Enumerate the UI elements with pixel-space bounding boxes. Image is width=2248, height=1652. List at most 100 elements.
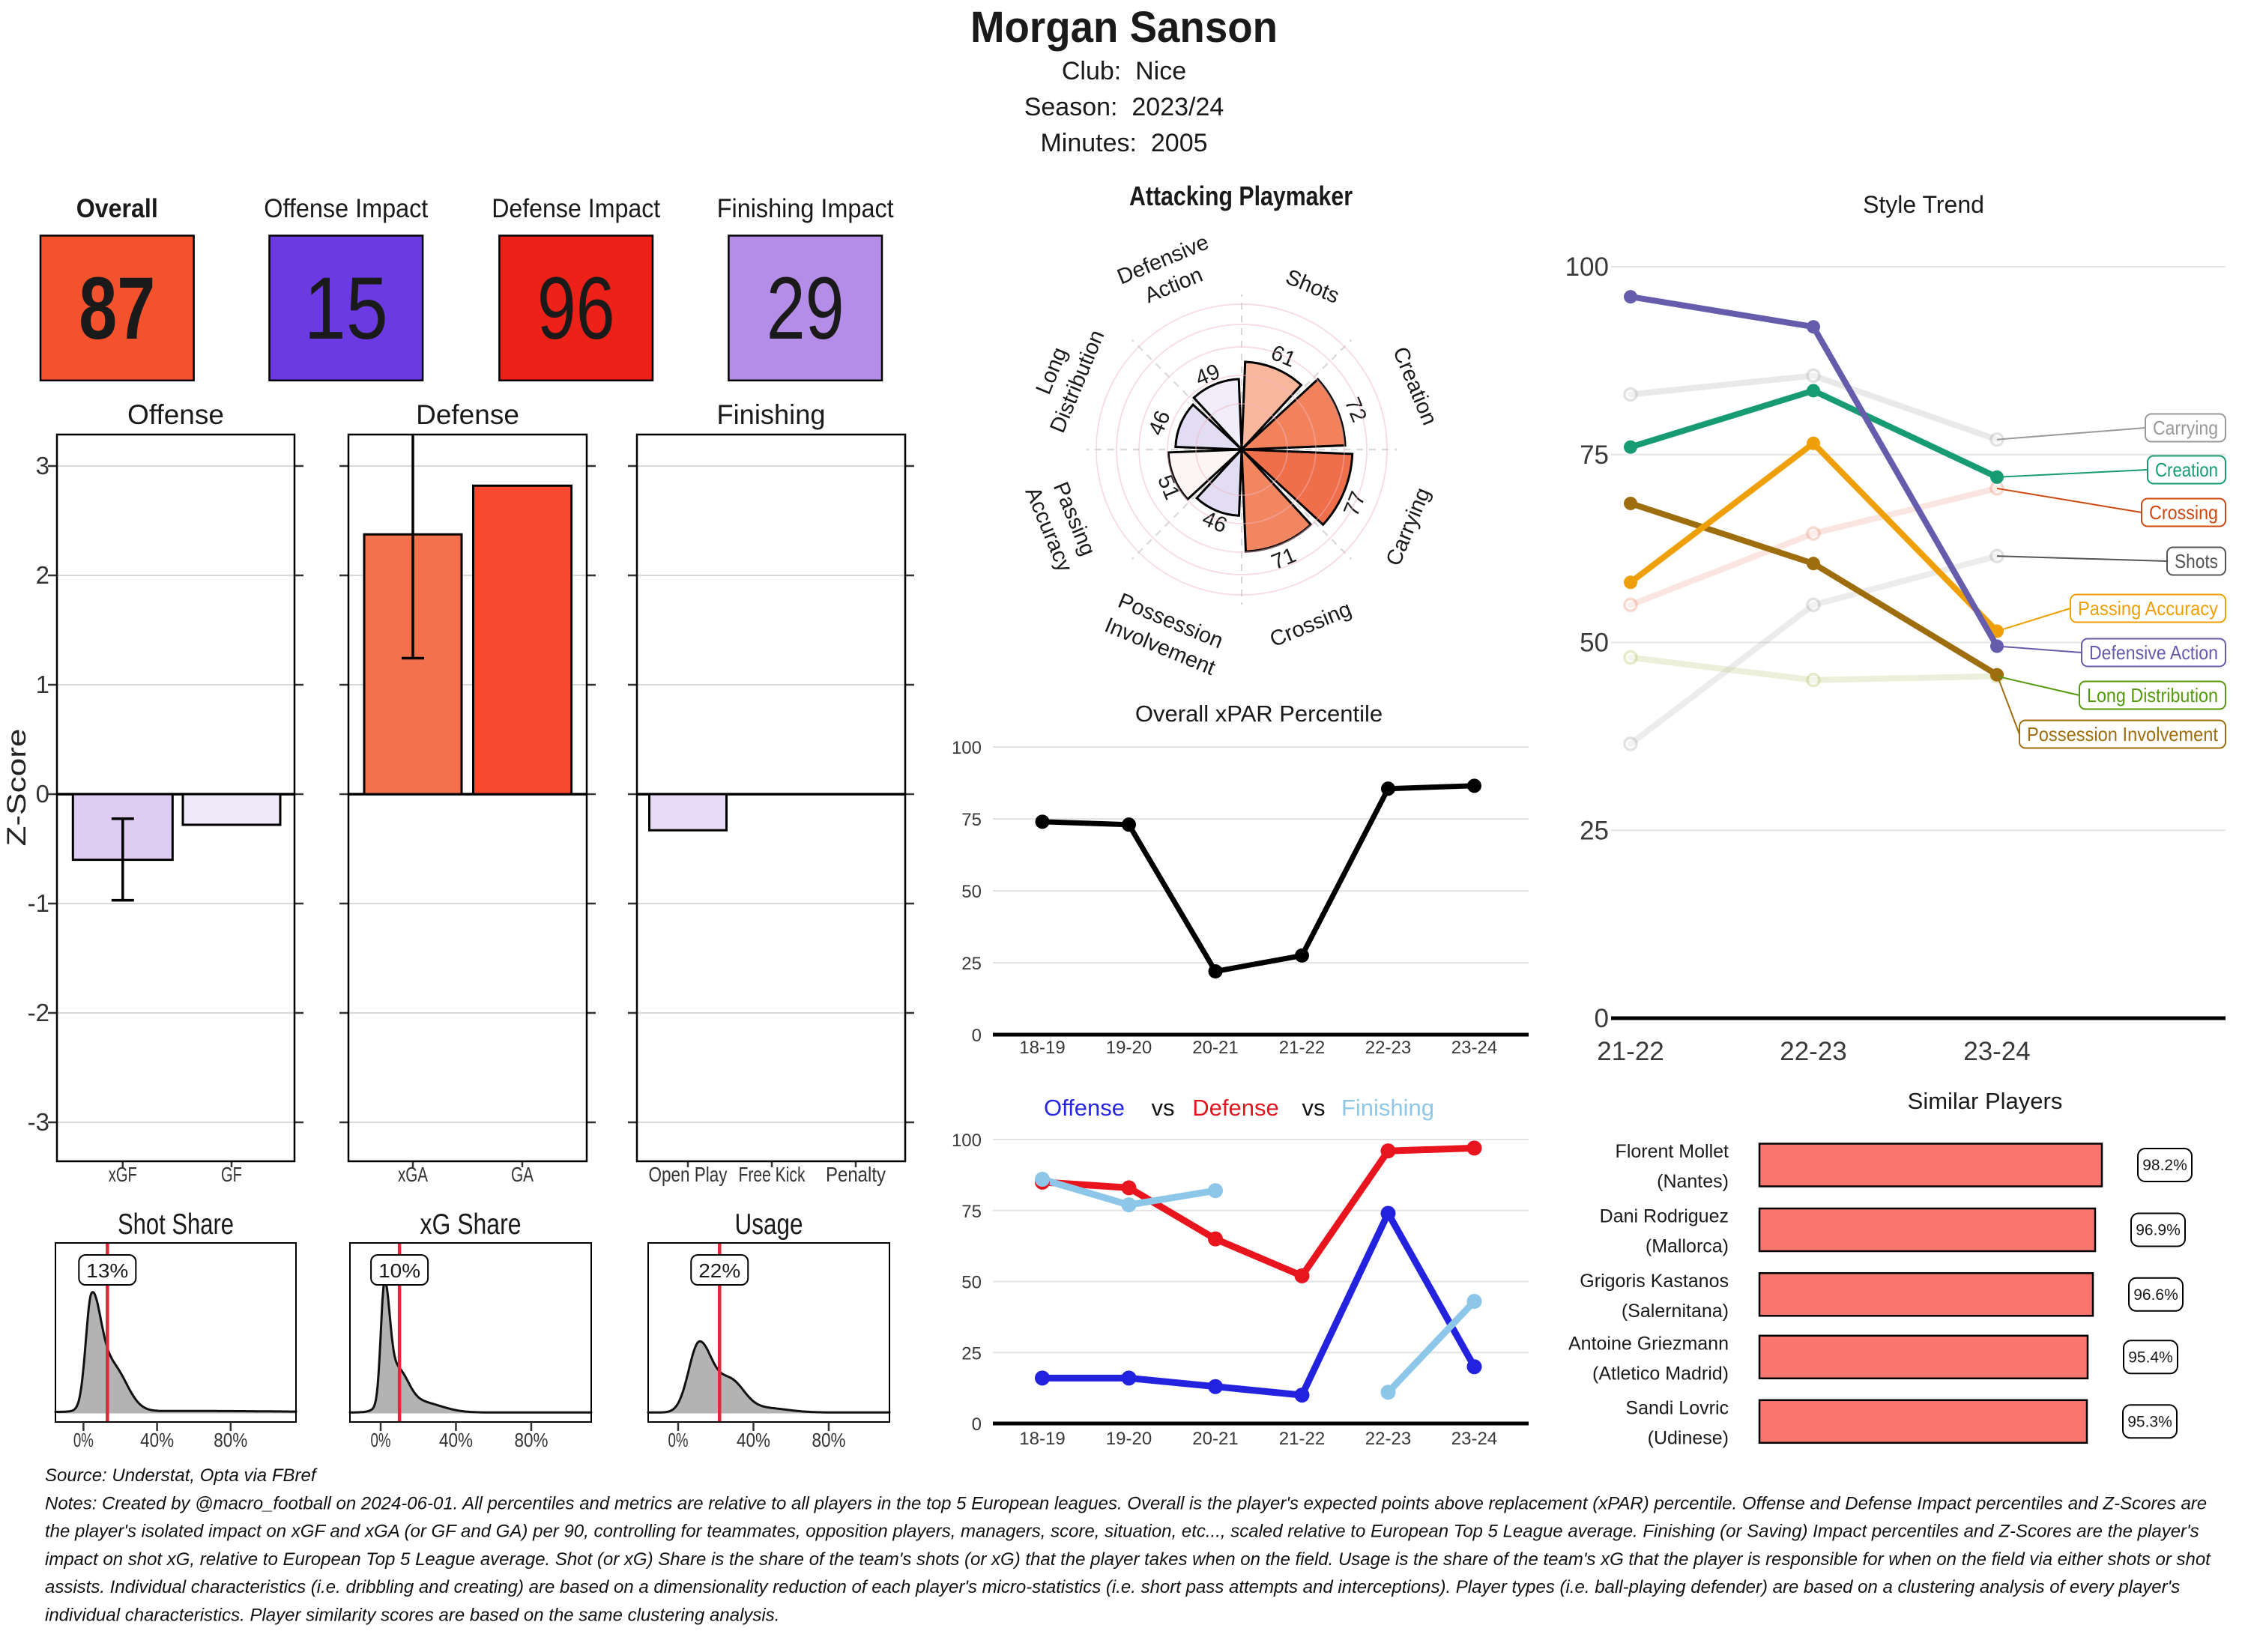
svg-text:40%: 40% xyxy=(140,1429,174,1451)
svg-text:Defense: Defense xyxy=(416,399,519,430)
svg-text:25: 25 xyxy=(961,954,982,974)
svg-text:96: 96 xyxy=(537,259,615,358)
svg-text:Season: 2023/24: Season: 2023/24 xyxy=(1024,93,1224,121)
svg-text:Possession Involvement: Possession Involvement xyxy=(2027,723,2219,745)
svg-text:96.9%: 96.9% xyxy=(2136,1222,2181,1239)
svg-text:Finishing: Finishing xyxy=(1341,1095,1434,1121)
svg-text:19-20: 19-20 xyxy=(1106,1429,1152,1449)
svg-text:98.2%: 98.2% xyxy=(2142,1157,2187,1174)
svg-text:75: 75 xyxy=(961,1202,982,1222)
svg-text:Finishing: Finishing xyxy=(717,399,826,430)
svg-text:25: 25 xyxy=(961,1343,982,1364)
svg-text:23-24: 23-24 xyxy=(1451,1038,1497,1058)
svg-text:Shot Share: Shot Share xyxy=(118,1208,234,1241)
svg-text:22-23: 22-23 xyxy=(1365,1038,1411,1058)
svg-text:22-23: 22-23 xyxy=(1365,1429,1411,1449)
svg-text:21-22: 21-22 xyxy=(1597,1037,1664,1066)
svg-text:20-21: 20-21 xyxy=(1192,1429,1238,1449)
svg-text:xGA: xGA xyxy=(398,1163,428,1186)
svg-text:Creation: Creation xyxy=(2155,459,2218,481)
svg-text:Dani Rodriguez: Dani Rodriguez xyxy=(1600,1206,1729,1227)
svg-text:the player's isolated impact o: the player's isolated impact on xGF and … xyxy=(45,1522,2199,1542)
svg-text:Passing Accuracy: Passing Accuracy xyxy=(2078,597,2218,620)
svg-text:vs: vs xyxy=(1152,1095,1175,1121)
svg-text:Open Play: Open Play xyxy=(649,1163,728,1186)
svg-text:Morgan Sanson: Morgan Sanson xyxy=(970,3,1278,52)
svg-text:100: 100 xyxy=(1565,252,1609,282)
svg-text:18-19: 18-19 xyxy=(1019,1038,1065,1058)
svg-text:Z-Score: Z-Score xyxy=(2,729,31,847)
svg-text:75: 75 xyxy=(961,810,982,830)
svg-text:Shots: Shots xyxy=(2175,550,2218,572)
svg-text:(Atletico Madrid): (Atletico Madrid) xyxy=(1592,1363,1729,1384)
svg-text:29: 29 xyxy=(767,259,844,358)
svg-text:GA: GA xyxy=(511,1163,534,1186)
svg-text:23-24: 23-24 xyxy=(1451,1429,1497,1449)
svg-text:0: 0 xyxy=(972,1415,982,1435)
svg-text:3: 3 xyxy=(36,452,49,479)
svg-text:Crossing: Crossing xyxy=(2149,501,2218,524)
svg-text:80%: 80% xyxy=(214,1429,247,1451)
svg-text:Long Distribution: Long Distribution xyxy=(2087,684,2218,707)
svg-text:0: 0 xyxy=(972,1026,982,1046)
svg-text:100: 100 xyxy=(952,738,982,758)
svg-text:vs: vs xyxy=(1302,1095,1326,1121)
svg-text:40%: 40% xyxy=(439,1429,473,1451)
svg-text:impact on shot xG, relative to: impact on shot xG, relative to European … xyxy=(45,1549,2211,1570)
svg-text:Club: Nice: Club: Nice xyxy=(1062,57,1186,85)
svg-text:21-22: 21-22 xyxy=(1279,1429,1325,1449)
svg-text:0: 0 xyxy=(36,780,49,808)
svg-text:Penalty: Penalty xyxy=(826,1163,886,1186)
svg-text:Attacking Playmaker: Attacking Playmaker xyxy=(1129,181,1353,211)
svg-text:10%: 10% xyxy=(378,1259,420,1282)
svg-text:21-22: 21-22 xyxy=(1279,1038,1325,1058)
svg-text:95.3%: 95.3% xyxy=(2127,1413,2172,1430)
svg-text:22-23: 22-23 xyxy=(1780,1037,1847,1066)
svg-text:0%: 0% xyxy=(73,1429,94,1451)
svg-text:Overall: Overall xyxy=(76,194,158,223)
svg-text:0%: 0% xyxy=(668,1429,689,1451)
svg-text:(Salernitana): (Salernitana) xyxy=(1622,1301,1729,1322)
svg-text:18-19: 18-19 xyxy=(1019,1429,1065,1449)
svg-text:15: 15 xyxy=(304,259,388,358)
svg-text:Offense: Offense xyxy=(127,399,224,430)
svg-text:Defensive Action: Defensive Action xyxy=(2089,641,2218,664)
svg-text:100: 100 xyxy=(952,1131,982,1151)
svg-text:0: 0 xyxy=(1595,1004,1609,1033)
svg-text:Minutes: 2005: Minutes: 2005 xyxy=(1040,129,1207,157)
svg-text:Florent Mollet: Florent Mollet xyxy=(1616,1141,1729,1162)
svg-text:Defense Impact: Defense Impact xyxy=(492,194,660,223)
svg-text:-2: -2 xyxy=(28,999,49,1026)
svg-text:50: 50 xyxy=(1580,629,1609,658)
svg-text:(Mallorca): (Mallorca) xyxy=(1646,1236,1729,1257)
svg-text:(Nantes): (Nantes) xyxy=(1657,1171,1729,1192)
svg-text:80%: 80% xyxy=(514,1429,548,1451)
svg-text:Free Kick: Free Kick xyxy=(739,1163,806,1186)
svg-text:Antoine Griezmann: Antoine Griezmann xyxy=(1568,1333,1729,1354)
svg-text:13%: 13% xyxy=(86,1259,128,1282)
svg-text:-1: -1 xyxy=(28,889,49,917)
svg-text:Offense Impact: Offense Impact xyxy=(264,194,428,223)
svg-text:2: 2 xyxy=(36,561,49,589)
svg-text:75: 75 xyxy=(1580,441,1609,470)
svg-text:96.6%: 96.6% xyxy=(2133,1286,2178,1304)
svg-text:Style Trend: Style Trend xyxy=(1863,191,1984,218)
svg-text:assists. Individual characteri: assists. Individual characteristics (i.e… xyxy=(45,1577,2180,1597)
svg-text:(Udinese): (Udinese) xyxy=(1648,1427,1729,1448)
svg-text:1: 1 xyxy=(36,671,49,698)
svg-text:0%: 0% xyxy=(371,1429,391,1451)
svg-text:Source: Understat, Opta via FB: Source: Understat, Opta via FBref xyxy=(45,1465,318,1486)
svg-text:Notes: Created by @macro_footb: Notes: Created by @macro_football on 202… xyxy=(45,1493,2207,1513)
svg-text:19-20: 19-20 xyxy=(1106,1038,1152,1058)
svg-text:87: 87 xyxy=(79,259,155,358)
svg-text:80%: 80% xyxy=(812,1429,845,1451)
svg-text:-3: -3 xyxy=(28,1108,49,1136)
svg-text:xGF: xGF xyxy=(109,1163,137,1186)
svg-text:40%: 40% xyxy=(737,1429,770,1451)
svg-text:xG Share: xG Share xyxy=(420,1208,522,1241)
svg-text:Offense: Offense xyxy=(1044,1095,1125,1121)
svg-text:Usage: Usage xyxy=(735,1208,803,1241)
svg-text:25: 25 xyxy=(1580,816,1609,845)
svg-text:Carrying: Carrying xyxy=(2153,417,2218,439)
svg-text:95.4%: 95.4% xyxy=(2128,1349,2173,1366)
